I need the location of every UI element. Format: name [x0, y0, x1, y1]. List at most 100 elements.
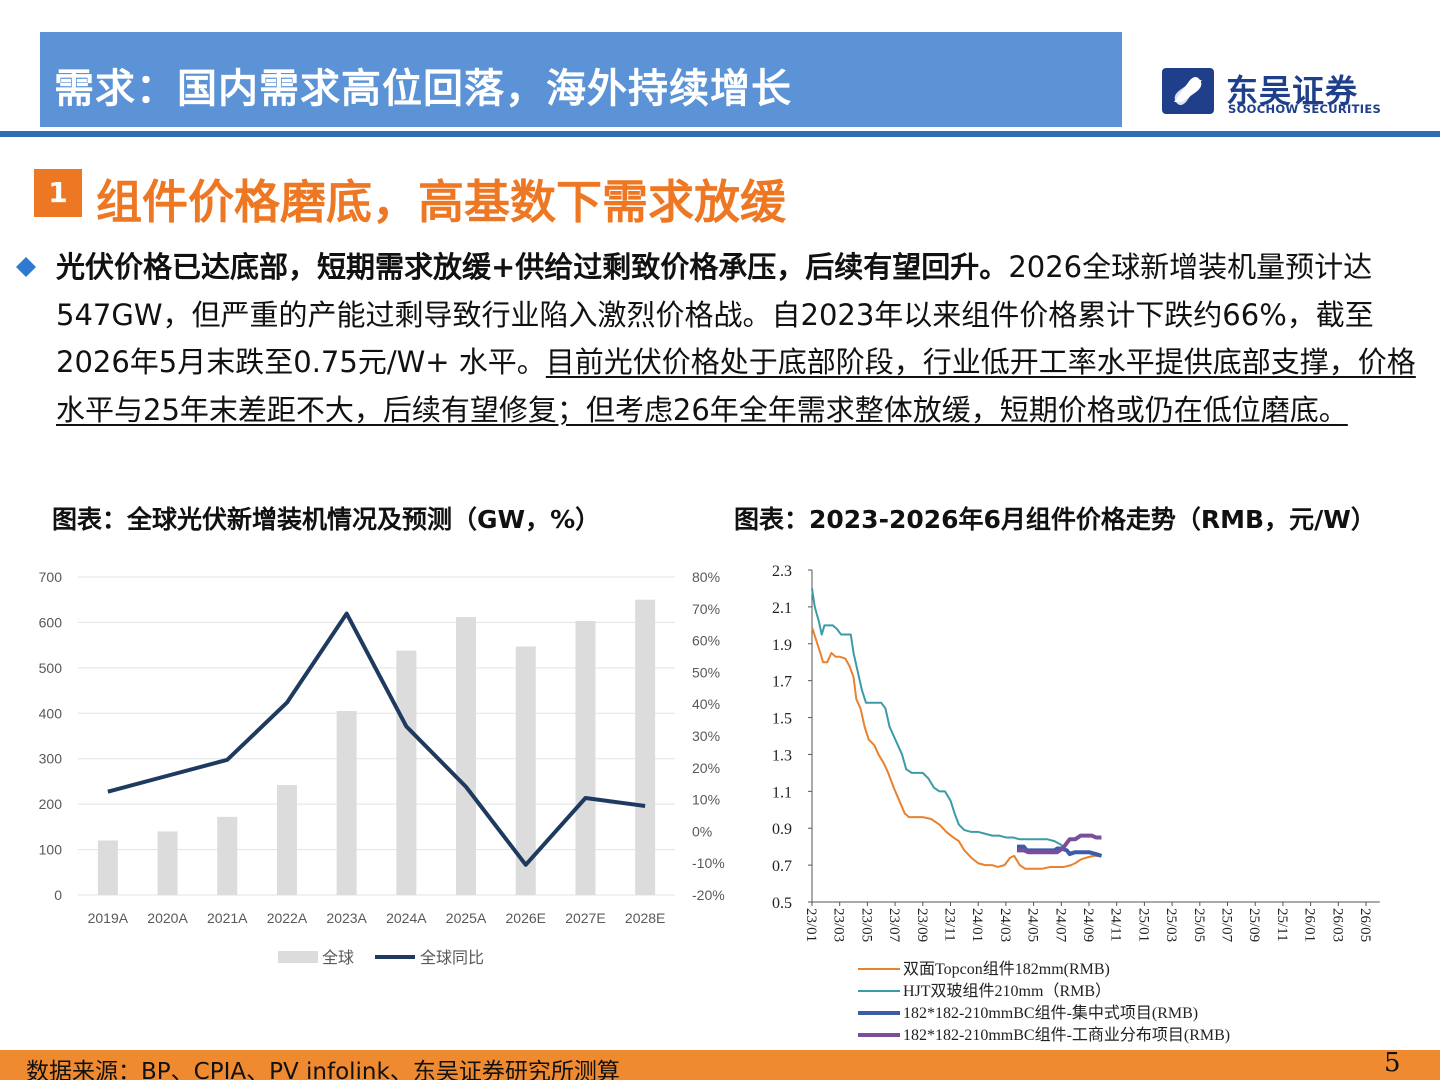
x-tick-label: 2025A — [446, 910, 487, 926]
y2-tick-label: 40% — [692, 696, 720, 712]
legend-label-2: HJT双玻组件210mm（RMB） — [903, 982, 1111, 1000]
y-tick-label: 500 — [39, 660, 63, 676]
y2-tick-label: 50% — [692, 664, 720, 680]
x-tick-label: 24/07 — [1052, 908, 1068, 943]
series-line-2 — [811, 588, 1102, 857]
y-tick-label: 300 — [39, 751, 63, 767]
y2-tick-label: 70% — [692, 601, 720, 617]
bar — [456, 616, 477, 895]
x-tick-label: 24/03 — [997, 908, 1013, 942]
x-tick-label: 23/09 — [914, 908, 930, 942]
x-tick-label: 26/05 — [1357, 908, 1373, 942]
x-tick-label: 23/03 — [831, 908, 847, 942]
x-tick-label: 2019A — [88, 910, 129, 926]
x-tick-label: 25/11 — [1274, 908, 1290, 942]
logo-name-cn: 东吴证券 — [1226, 72, 1359, 110]
y-tick-label: 100 — [39, 842, 63, 858]
x-tick-label: 24/11 — [1108, 908, 1124, 942]
logo-name-en: SOOCHOW SECURITIES — [1228, 102, 1382, 116]
page-number: 5 — [1384, 1048, 1401, 1078]
x-tick-label: 25/09 — [1246, 908, 1262, 942]
y-tick-label: 2.3 — [772, 563, 792, 580]
y2-tick-label: 20% — [692, 760, 720, 776]
x-tick-label: 24/05 — [1025, 908, 1041, 942]
y-tick-label: 600 — [39, 614, 63, 630]
y-tick-label: 0.9 — [772, 821, 792, 838]
diamond-bullet-icon — [16, 257, 36, 277]
y2-tick-label: 80% — [692, 569, 720, 585]
x-tick-label: 2023A — [326, 910, 367, 926]
installations-chart: 0 100 200 300 400 500 600 700 -20% -10% 0% 10% 20% 30… — [39, 569, 725, 967]
data-source-note: 数据来源：BP、CPIA、PV infolink、东吴证券研究所测算 — [26, 1059, 620, 1080]
x-tick-label: 2028E — [625, 910, 665, 926]
y2-tick-label: -10% — [692, 855, 725, 871]
module-price-chart: 0.5 0.7 0.9 1.1 1.3 1.5 1.7 1.9 2.1 2.3 23/01 23/03… — [772, 563, 1380, 1044]
legend-label-global: 全球 — [322, 949, 354, 967]
y-tick-label: 2.1 — [772, 600, 792, 617]
x-tick-label: 2022A — [267, 910, 308, 926]
y-tick-label: 0.5 — [772, 895, 792, 912]
x-tick-label: 2024A — [386, 910, 427, 926]
y-tick-label: 1.1 — [772, 784, 792, 801]
y2-tick-label: -20% — [692, 887, 725, 903]
y-tick-label: 700 — [39, 569, 63, 585]
bar — [635, 599, 656, 895]
x-tick-label: 26/01 — [1302, 908, 1318, 942]
header-bar — [40, 32, 1122, 127]
company-logo: 东吴证券 SOOCHOW SECURITIES — [1160, 66, 1430, 118]
x-tick-label: 2026E — [506, 910, 546, 926]
bar — [396, 650, 417, 895]
legend-swatch-global — [278, 951, 318, 963]
bar — [217, 816, 238, 895]
bar — [336, 711, 357, 895]
x-tick-label: 25/05 — [1191, 908, 1207, 942]
x-tick-label: 26/03 — [1329, 908, 1345, 942]
x-tick-label: 23/05 — [858, 908, 874, 942]
x-tick-label: 24/09 — [1080, 908, 1096, 942]
bar — [157, 831, 178, 895]
bullet-paragraph: 光伏价格已达底部，短期需求放缓+供给过剩致价格承压，后续有望回升。2026全球新… — [56, 244, 1426, 434]
footer-bar — [0, 1050, 1440, 1080]
bullet-plain-text: 2026全球新增装机量预计达547GW，但严重的产能过剩导致行业陷入激烈价格战。… — [56, 250, 1374, 379]
y2-tick-label: 0% — [692, 823, 712, 839]
bar — [575, 621, 596, 895]
y-tick-label: 1.9 — [772, 637, 792, 654]
bar — [276, 785, 297, 895]
y-tick-label: 400 — [39, 705, 63, 721]
x-tick-label: 24/01 — [969, 908, 985, 942]
section-number-badge: 1 — [34, 169, 82, 217]
legend-label-1: 双面Topcon组件182mm(RMB) — [903, 960, 1110, 978]
bullet-bold-text: 光伏价格已达底部，短期需求放缓+供给过剩致价格承压，后续有望回升。 — [56, 250, 1009, 284]
legend-label-3: 182*182-210mmBC组件-集中式项目(RMB) — [903, 1004, 1198, 1022]
y-tick-label: 1.5 — [772, 711, 792, 728]
bullet-underlined-text: 目前光伏价格处于底部阶段，行业低开工率水平提供底部支撑，价格水平与25年末差距不… — [56, 345, 1416, 427]
section-title: 组件价格磨底，高基数下需求放缓 — [96, 175, 786, 229]
x-tick-label: 2020A — [147, 910, 188, 926]
bar — [515, 646, 536, 895]
x-tick-label: 25/01 — [1135, 908, 1151, 942]
y-tick-label: 200 — [39, 796, 63, 812]
y2-tick-label: 60% — [692, 633, 720, 649]
bar — [97, 840, 118, 895]
page-title: 需求：国内需求高位回落，海外持续增长 — [54, 66, 792, 112]
series-line-4 — [1016, 833, 1102, 855]
y2-tick-label: 10% — [692, 792, 720, 808]
soochow-logo-icon — [1162, 68, 1214, 114]
x-tick-label: 23/07 — [886, 908, 902, 943]
x-tick-label: 25/03 — [1163, 908, 1179, 942]
y-tick-label: 0 — [54, 887, 62, 903]
x-tick-label: 25/07 — [1219, 908, 1235, 943]
chart-title-installations: 图表：全球光伏新增装机情况及预测（GW，%） — [52, 505, 601, 534]
x-tick-label: 2021A — [207, 910, 248, 926]
x-tick-label: 23/11 — [942, 908, 958, 942]
y2-tick-label: 30% — [692, 728, 720, 744]
x-tick-label: 2027E — [565, 910, 605, 926]
header-divider — [0, 131, 1440, 137]
legend-label-4: 182*182-210mmBC组件-工商业分布项目(RMB) — [903, 1026, 1230, 1044]
series-line-yoy — [107, 611, 646, 867]
legend-label-yoy: 全球同比 — [420, 949, 484, 967]
y-tick-label: 0.7 — [772, 858, 792, 875]
y-tick-label: 1.7 — [772, 674, 792, 691]
y-tick-label: 1.3 — [772, 747, 792, 764]
series-line-1 — [811, 626, 1102, 870]
